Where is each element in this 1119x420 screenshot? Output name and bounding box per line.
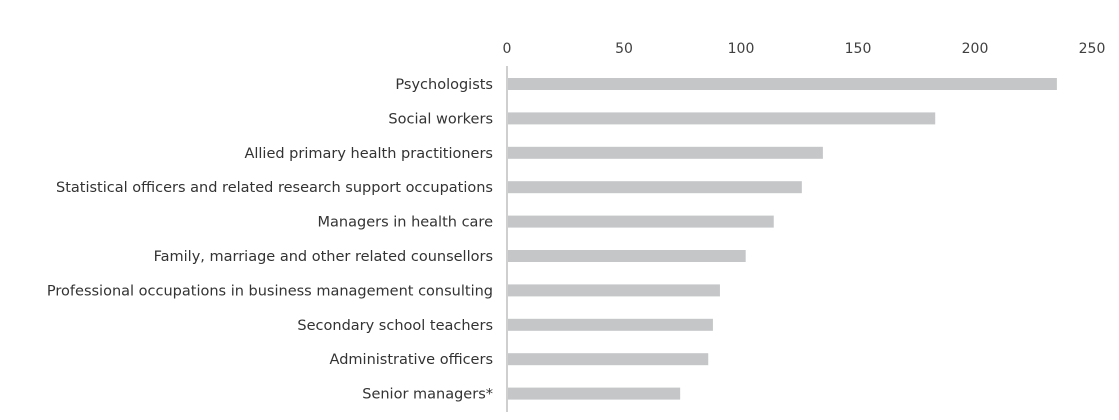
bar [508, 353, 709, 366]
category-label: Psychologists [395, 77, 493, 93]
category-label: Managers in health care [318, 215, 494, 231]
category-label: Statistical officers and related researc… [56, 180, 493, 196]
x-axis-ticks: 0 50 100 150 200 250 [503, 41, 1106, 57]
category-label: Senior managers* [362, 387, 493, 403]
bar [508, 181, 802, 194]
category-label: Family, marriage and other related couns… [154, 249, 493, 265]
category-label: Administrative officers [330, 352, 493, 368]
x-tick-label: 250 [1079, 41, 1106, 57]
x-tick-label: 200 [962, 41, 989, 57]
x-tick-label: 100 [728, 41, 755, 57]
bar [508, 146, 823, 159]
bars [508, 78, 1057, 400]
x-tick-label: 150 [845, 41, 872, 57]
category-labels: Psychologists Social workers Allied primar… [47, 77, 493, 403]
bar [508, 112, 936, 125]
category-label: Social workers [388, 111, 493, 127]
category-label: Allied primary health practitioners [244, 146, 493, 162]
bar [508, 284, 720, 297]
bar [508, 387, 681, 400]
bar [508, 78, 1057, 90]
bar [508, 250, 746, 262]
category-label: Secondary school teachers [297, 318, 493, 334]
bar [508, 318, 713, 331]
bar [508, 215, 774, 228]
category-label: Professional occupations in business man… [47, 283, 493, 299]
x-tick-label: 50 [615, 41, 633, 57]
x-tick-label: 0 [503, 41, 512, 57]
